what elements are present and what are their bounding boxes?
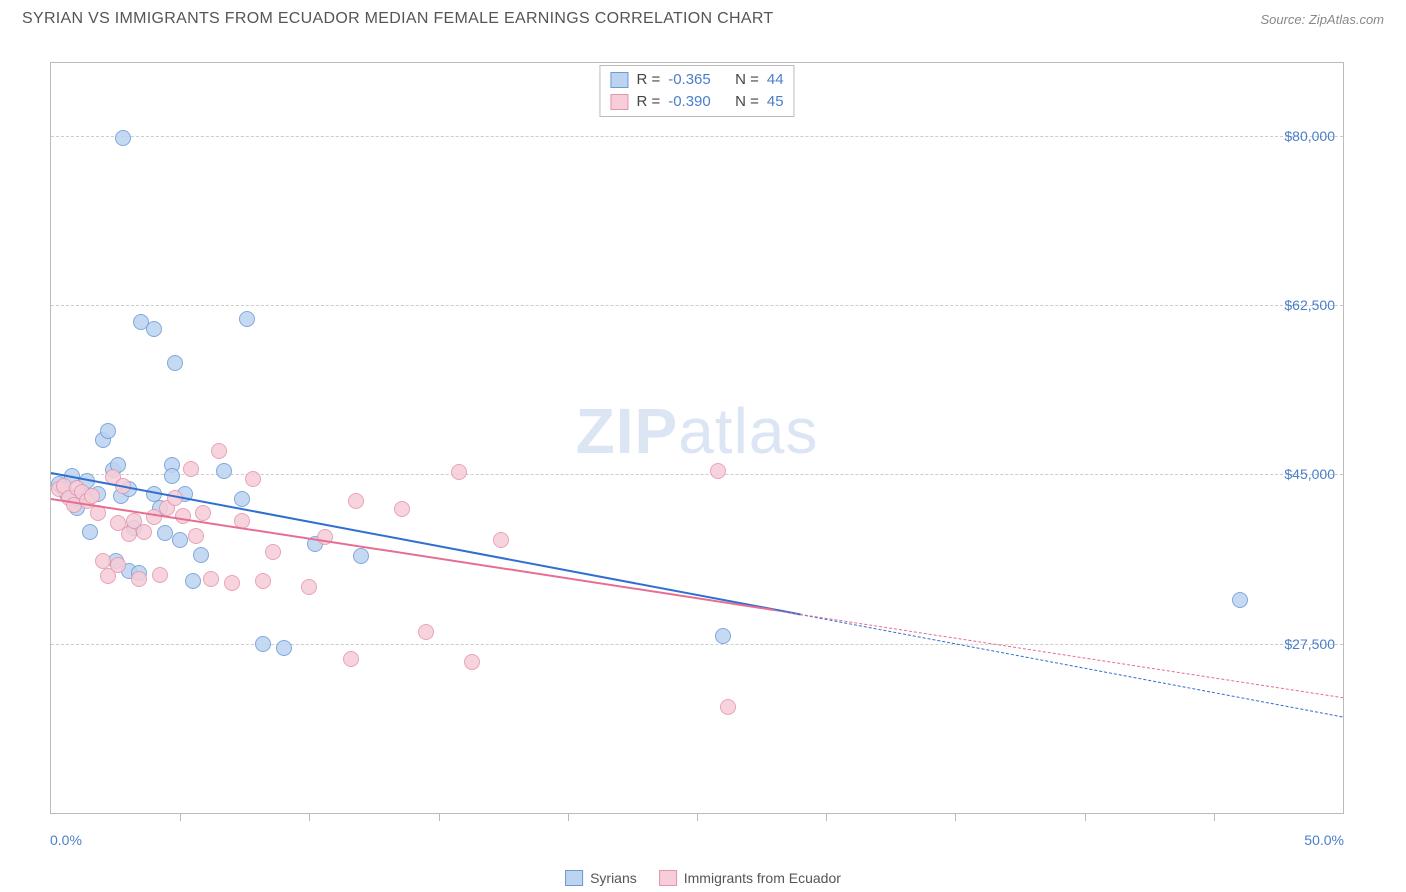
data-point-syrians <box>1232 592 1248 608</box>
xtick <box>568 813 569 821</box>
data-point-ecuador <box>183 461 199 477</box>
xtick <box>955 813 956 821</box>
data-point-syrians <box>115 130 131 146</box>
ytick-label: $27,500 <box>1284 636 1335 652</box>
data-point-ecuador <box>245 471 261 487</box>
header: SYRIAN VS IMMIGRANTS FROM ECUADOR MEDIAN… <box>0 0 1406 34</box>
data-point-syrians <box>234 491 250 507</box>
gridline <box>51 644 1343 645</box>
chart-title: SYRIAN VS IMMIGRANTS FROM ECUADOR MEDIAN… <box>22 10 773 28</box>
data-point-ecuador <box>348 493 364 509</box>
xtick <box>1085 813 1086 821</box>
swatch-ecuador-bottom <box>659 870 677 886</box>
data-point-ecuador <box>195 505 211 521</box>
data-point-syrians <box>715 628 731 644</box>
data-point-ecuador <box>175 508 191 524</box>
data-point-syrians <box>255 636 271 652</box>
data-point-ecuador <box>265 544 281 560</box>
data-point-ecuador <box>343 651 359 667</box>
data-point-ecuador <box>394 501 410 517</box>
ytick-label: $62,500 <box>1284 297 1335 313</box>
ytick-label: $80,000 <box>1284 128 1335 144</box>
data-point-syrians <box>146 321 162 337</box>
gridline <box>51 136 1343 137</box>
data-point-ecuador <box>418 624 434 640</box>
xtick <box>826 813 827 821</box>
data-point-ecuador <box>203 571 219 587</box>
xtick <box>180 813 181 821</box>
trendline <box>51 498 775 611</box>
data-point-syrians <box>172 532 188 548</box>
data-point-ecuador <box>301 579 317 595</box>
data-point-ecuador <box>131 571 147 587</box>
data-point-ecuador <box>110 557 126 573</box>
data-point-syrians <box>82 524 98 540</box>
data-point-ecuador <box>464 654 480 670</box>
data-point-syrians <box>216 463 232 479</box>
data-point-ecuador <box>136 524 152 540</box>
data-point-syrians <box>193 547 209 563</box>
data-point-ecuador <box>451 464 467 480</box>
trendline <box>51 472 801 615</box>
ytick-label: $45,000 <box>1284 466 1335 482</box>
data-point-syrians <box>164 468 180 484</box>
gridline <box>51 305 1343 306</box>
trendline-dash <box>800 614 1343 717</box>
plot-area: ZIPatlas R = -0.365 N = 44 R = -0.390 N … <box>50 62 1344 814</box>
trendline-dash <box>774 610 1343 698</box>
data-point-ecuador <box>152 567 168 583</box>
data-point-ecuador <box>224 575 240 591</box>
legend-stats-row-syrians: R = -0.365 N = 44 <box>610 69 783 91</box>
swatch-syrians-bottom <box>565 870 583 886</box>
data-point-ecuador <box>720 699 736 715</box>
swatch-ecuador <box>610 94 628 110</box>
x-axis-min: 0.0% <box>50 832 82 848</box>
data-point-syrians <box>100 423 116 439</box>
data-point-syrians <box>276 640 292 656</box>
swatch-syrians <box>610 72 628 88</box>
legend-stats: R = -0.365 N = 44 R = -0.390 N = 45 <box>599 65 794 117</box>
xtick <box>439 813 440 821</box>
xtick <box>309 813 310 821</box>
data-point-syrians <box>185 573 201 589</box>
watermark: ZIPatlas <box>576 394 819 468</box>
xtick <box>697 813 698 821</box>
data-point-ecuador <box>710 463 726 479</box>
data-point-ecuador <box>255 573 271 589</box>
x-axis-max: 50.0% <box>1304 832 1344 848</box>
data-point-syrians <box>239 311 255 327</box>
source-label: Source: ZipAtlas.com <box>1260 12 1384 27</box>
data-point-ecuador <box>84 488 100 504</box>
data-point-syrians <box>157 525 173 541</box>
legend-stats-row-ecuador: R = -0.390 N = 45 <box>610 91 783 113</box>
data-point-ecuador <box>211 443 227 459</box>
data-point-ecuador <box>493 532 509 548</box>
legend-series: Syrians Immigrants from Ecuador <box>565 870 841 886</box>
legend-item-syrians: Syrians <box>565 870 637 886</box>
xtick <box>1214 813 1215 821</box>
data-point-syrians <box>353 548 369 564</box>
data-point-ecuador <box>188 528 204 544</box>
legend-item-ecuador: Immigrants from Ecuador <box>659 870 841 886</box>
data-point-syrians <box>167 355 183 371</box>
